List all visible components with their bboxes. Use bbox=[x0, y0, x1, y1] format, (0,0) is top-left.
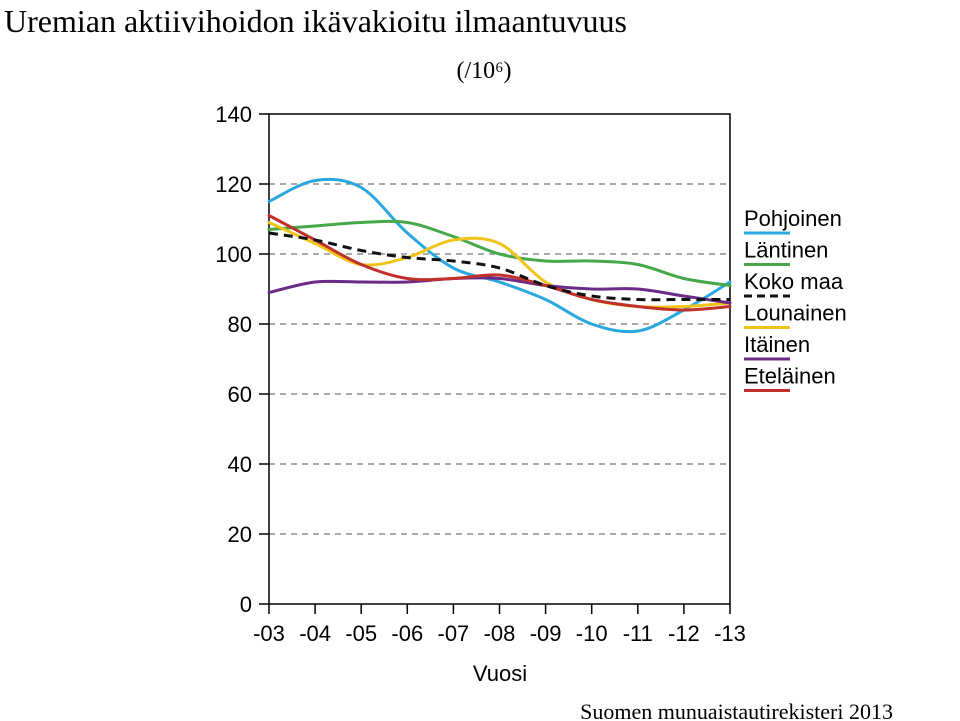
legend-label-etelainen: Eteläinen bbox=[744, 364, 836, 389]
series-line-itainen bbox=[267, 276, 732, 305]
y-tick-label: 60 bbox=[228, 382, 252, 407]
series-line-lantinen bbox=[267, 219, 732, 287]
x-tick-label: -13 bbox=[714, 621, 746, 646]
y-tick-label: 140 bbox=[215, 102, 252, 127]
y-tick-label: 0 bbox=[240, 592, 252, 617]
x-tick-label: -09 bbox=[530, 621, 562, 646]
x-tick-label: -08 bbox=[484, 621, 516, 646]
legend-label-lantinen: Läntinen bbox=[744, 238, 828, 263]
y-tick-label: 20 bbox=[228, 522, 252, 547]
legend-label-pohjoinen: Pohjoinen bbox=[744, 206, 842, 231]
legend-label-itainen: Itäinen bbox=[744, 332, 810, 357]
x-tick-label: -03 bbox=[253, 621, 285, 646]
chart-subtitle: (/10⁶) bbox=[456, 58, 511, 84]
series-line-lounainen bbox=[267, 221, 732, 309]
y-tick-label: 100 bbox=[215, 242, 252, 267]
series-line-pohjoinen bbox=[267, 177, 732, 334]
x-tick-label: -12 bbox=[668, 621, 700, 646]
source-note: Suomen munuaistautirekisteri 2013 bbox=[580, 699, 893, 721]
chart-title: Uremian aktiivihoidon ikävakioitu ilmaan… bbox=[4, 3, 627, 39]
legend-label-lounainen: Lounainen bbox=[744, 301, 847, 326]
x-tick-label: -10 bbox=[576, 621, 608, 646]
legend: Pohjoinen Läntinen Koko maa Lounainen Itäine… bbox=[744, 206, 847, 392]
x-tick-label: -07 bbox=[438, 621, 470, 646]
series-line-etelainen bbox=[267, 214, 732, 312]
x-tick-label: -06 bbox=[391, 621, 423, 646]
y-tick-label: 80 bbox=[228, 312, 252, 337]
x-tick-label: -11 bbox=[623, 621, 653, 646]
x-tick-label: -04 bbox=[299, 621, 331, 646]
legend-label-koko-maa: Koko maa bbox=[744, 269, 844, 294]
x-tick-label: -05 bbox=[345, 621, 377, 646]
y-tick-label: 40 bbox=[228, 452, 252, 477]
grid-lines bbox=[269, 183, 730, 535]
plot-frame bbox=[268, 113, 731, 605]
series-line-koko-maa bbox=[268, 231, 730, 302]
y-tick-label: 120 bbox=[215, 172, 252, 197]
series-lines bbox=[267, 177, 732, 334]
x-axis-label: Vuosi bbox=[473, 661, 527, 686]
